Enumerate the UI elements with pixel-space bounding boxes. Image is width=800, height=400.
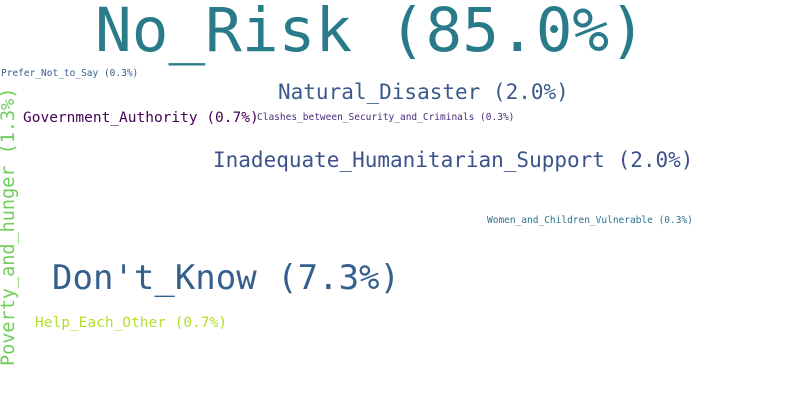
- word-dont-know: Don't_Know (7.3%): [52, 258, 400, 298]
- word-clashes: Clashes_between_Security_and_Criminals (…: [257, 112, 515, 123]
- word-government-authority: Government_Authority (0.7%): [23, 110, 259, 126]
- word-women-and-children: Women_and_Children_Vulnerable (0.3%): [487, 215, 693, 226]
- word-no-risk: No_Risk (85.0%): [95, 0, 646, 66]
- word-inadequate-humanitarian-support: Inadequate_Humanitarian_Support (2.0%): [213, 148, 694, 172]
- word-poverty-and-hunger: Poverty_and_hunger (1.3%): [0, 87, 19, 366]
- word-help-each-other: Help_Each_Other (0.7%): [35, 315, 228, 331]
- word-natural-disaster: Natural_Disaster (2.0%): [278, 80, 569, 104]
- word-prefer-not-to-say: Prefer_Not_to_Say (0.3%): [1, 68, 139, 79]
